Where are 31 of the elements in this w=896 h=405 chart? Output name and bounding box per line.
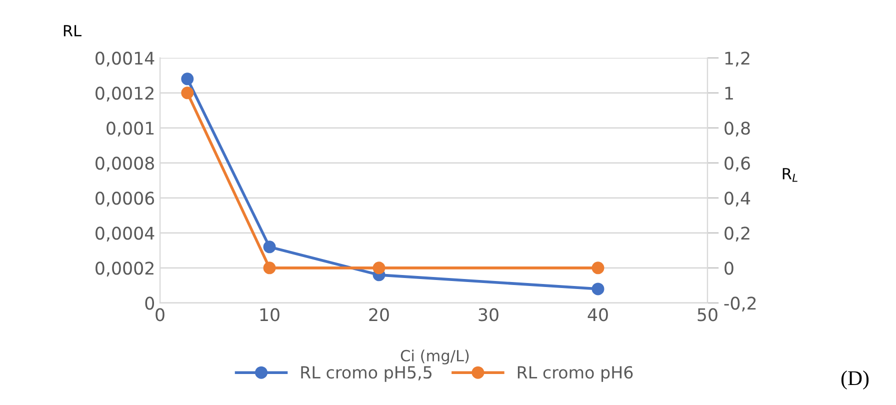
x-axis-title: Ci (mg/L) bbox=[400, 350, 469, 364]
y-tick-label: 0,0004 bbox=[96, 226, 154, 242]
x-tick-label: 40 bbox=[588, 308, 608, 322]
y-tick-label: 0,0012 bbox=[96, 86, 154, 102]
y2-tick-label: 1 bbox=[725, 86, 733, 100]
y2-tick-label: 1,2 bbox=[725, 52, 750, 67]
x-tick-label: 50 bbox=[698, 308, 718, 322]
y2-tick-label: 0 bbox=[724, 262, 734, 275]
y2-tick-label: 0,2 bbox=[724, 226, 750, 242]
legend-label: RL cromo pH6 bbox=[518, 366, 633, 382]
x-tick-label: 10 bbox=[260, 308, 280, 322]
y2-tick-label: 0,4 bbox=[724, 192, 750, 207]
y-tick-label: 0,0006 bbox=[96, 192, 154, 207]
y-axis-title: RL bbox=[64, 25, 82, 36]
x-tick-label: 20 bbox=[369, 308, 389, 322]
y-tick-label: 0,0014 bbox=[96, 52, 154, 67]
y-tick-label: 0,001 bbox=[106, 122, 154, 137]
x-tick-label: 0 bbox=[156, 308, 164, 322]
x-tick-label: 30 bbox=[478, 308, 498, 322]
point bbox=[263, 240, 276, 254]
y2-tick-label: 0,6 bbox=[724, 156, 750, 172]
y-tick-label: 0 bbox=[145, 296, 154, 310]
y-tick-label: 0,0002 bbox=[96, 262, 154, 277]
y2-axis-title: R$_{L}$ bbox=[782, 168, 798, 182]
y2-tick-label: -0,2 bbox=[724, 296, 756, 312]
legend-label: RL cromo pH5,5 bbox=[301, 366, 432, 382]
point bbox=[181, 72, 194, 86]
text: (D) bbox=[841, 370, 869, 390]
point bbox=[592, 282, 604, 296]
y-tick-label: 0,0008 bbox=[96, 156, 154, 172]
y2-tick-label: 0,8 bbox=[724, 122, 750, 137]
